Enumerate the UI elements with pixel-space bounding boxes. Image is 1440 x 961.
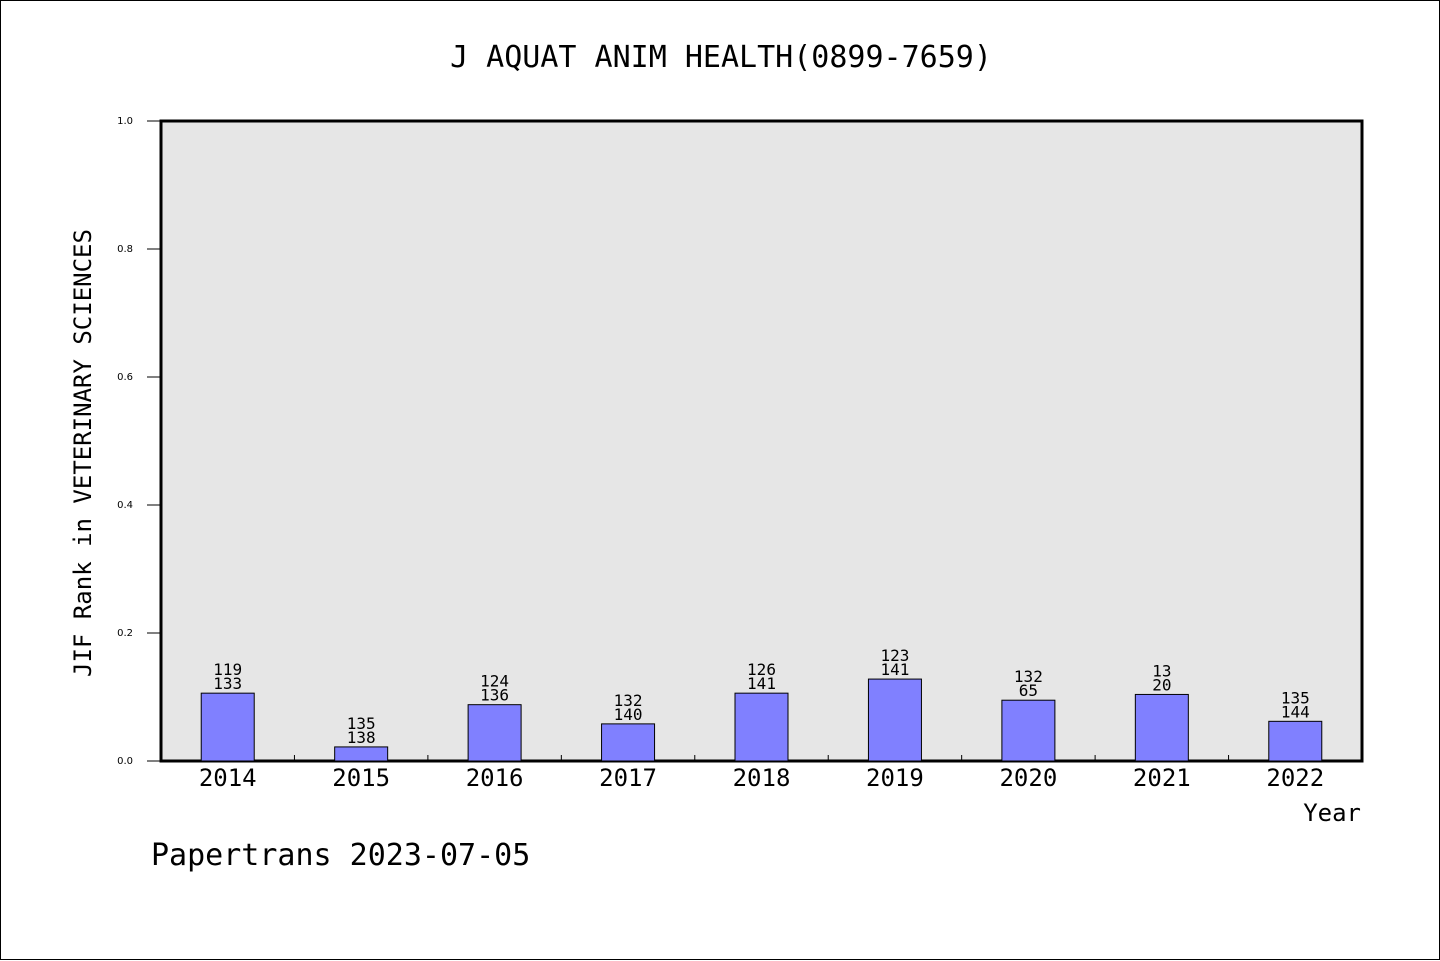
y-tick-label: 0.6 (117, 372, 133, 383)
bar-label-bottom: 20 (1152, 675, 1171, 694)
bar (1134, 693, 1189, 762)
bar-label-bottom: 133 (213, 674, 242, 693)
bar-label-bottom: 144 (1281, 702, 1310, 721)
bar-label-top: 119 (213, 660, 242, 679)
x-tick-label: 2021 (1133, 764, 1191, 792)
bar-label-bottom: 65 (1019, 681, 1038, 700)
y-axis-label: JIF Rank in VETERINARY SCIENCES (69, 229, 97, 677)
bar-label-top: 124 (480, 672, 509, 691)
bar-label-top: 126 (747, 660, 776, 679)
bar-label-top: 132 (614, 691, 643, 710)
footer-text: Papertrans 2023-07-05 (151, 838, 530, 873)
x-ticks: 2014 2015 2016 2017 2018 2019 2020 2021 2022 (199, 755, 1324, 792)
x-tick-label: 2022 (1266, 764, 1324, 792)
bar-label-bottom: 140 (614, 705, 643, 724)
bar-label-bottom: 141 (747, 674, 776, 693)
x-tick-label: 2014 (199, 764, 257, 792)
y-tick-label: 0.2 (117, 628, 133, 639)
x-tick-label: 2018 (733, 764, 791, 792)
bar-label-top: 135 (347, 714, 376, 733)
bar-label-bottom: 141 (880, 660, 909, 679)
x-tick-label: 2019 (866, 764, 924, 792)
bar (734, 692, 789, 762)
chart-title: J AQUAT ANIM HEALTH(0899-7659) (450, 40, 992, 75)
plot-area (159, 119, 1364, 763)
bar-label-top: 123 (880, 646, 909, 665)
bar (467, 704, 522, 762)
bars (200, 678, 1323, 762)
x-tick-label: 2016 (466, 764, 524, 792)
x-tick-label: 2017 (599, 764, 657, 792)
y-tick-label: 0.8 (117, 244, 133, 255)
bar (1268, 720, 1323, 762)
y-tick-label: 0.0 (117, 756, 133, 767)
bar-label-top: 132 (1014, 667, 1043, 686)
bar (334, 746, 389, 762)
y-tick-label: 1.0 (117, 116, 133, 127)
bar-label-top: 135 (1281, 688, 1310, 707)
bar (867, 678, 922, 762)
bar-label-bottom: 138 (347, 728, 376, 747)
bar (1001, 699, 1056, 762)
bar (601, 723, 656, 762)
y-tick-label: 0.4 (117, 500, 133, 511)
x-tick-label: 2020 (999, 764, 1057, 792)
x-axis-label: Year (1303, 799, 1361, 827)
y-ticks: 0.0 0.2 0.4 0.6 0.8 1.0 (117, 116, 161, 767)
bar-label-top: 13 (1152, 661, 1171, 680)
x-tick-label: 2015 (332, 764, 390, 792)
bar-label-bottom: 136 (480, 686, 509, 705)
bar (200, 692, 255, 762)
